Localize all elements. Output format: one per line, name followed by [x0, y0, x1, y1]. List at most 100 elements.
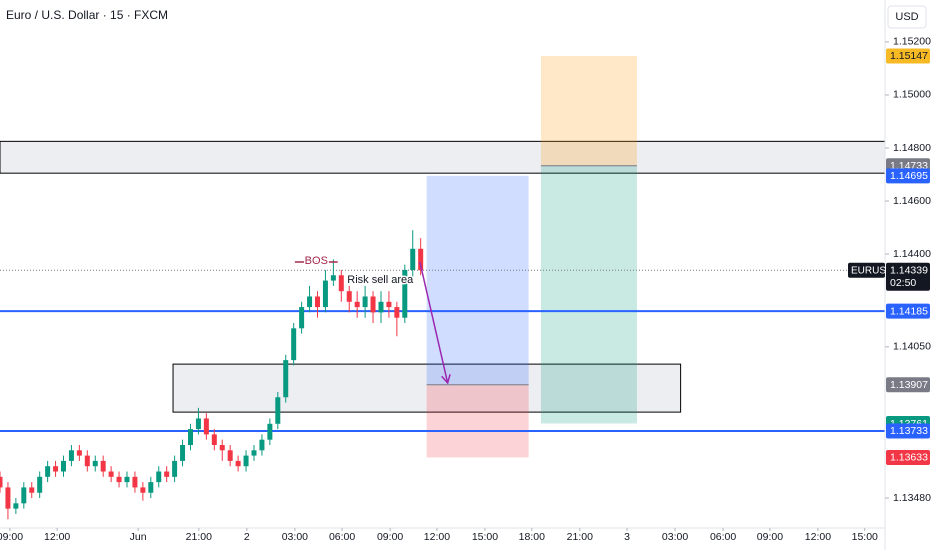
y-tick-label: 1.14600 — [893, 195, 931, 207]
candle-body — [60, 460, 66, 472]
candle-body — [362, 296, 368, 308]
x-tick-label: Jun — [130, 531, 147, 543]
price-label-box — [886, 423, 930, 439]
candle-body — [410, 248, 416, 270]
zone — [172, 363, 682, 413]
candle-body — [5, 487, 11, 509]
candle-body — [299, 307, 305, 329]
candle-body — [195, 418, 201, 430]
candle-body — [172, 460, 178, 477]
y-tick-label: 1.14050 — [893, 341, 931, 353]
candle-body — [0, 476, 3, 488]
x-tick-label: 03:00 — [282, 531, 308, 543]
candle-body — [21, 487, 27, 504]
position-area — [426, 384, 529, 458]
x-tick-label: 12:00 — [44, 531, 70, 543]
candle-body — [402, 269, 408, 318]
candle-body — [243, 455, 249, 467]
price-label: 1.13633 — [890, 452, 928, 464]
candle-body — [100, 460, 106, 472]
price-label-box — [886, 377, 930, 393]
candle-body — [53, 466, 59, 472]
candle-body — [330, 275, 336, 281]
candle-body — [267, 423, 273, 440]
candle-body — [418, 248, 424, 271]
candle-body — [227, 450, 233, 461]
candle-body — [211, 434, 217, 445]
candle-body — [45, 466, 51, 477]
x-tick-label: 09:00 — [0, 531, 23, 543]
symbol-box — [848, 262, 885, 278]
candle-body — [37, 476, 43, 493]
annotation: Risk sell area — [347, 274, 414, 286]
x-tick-label: 15:00 — [472, 531, 498, 543]
candle-body — [76, 450, 82, 456]
x-tick-label: 09:00 — [757, 531, 783, 543]
price-label-box — [886, 303, 930, 319]
y-tick-label: 1.15000 — [893, 89, 931, 101]
y-tick-label: 1.13480 — [893, 492, 931, 504]
candle-body — [235, 460, 241, 467]
x-tick-label: 06:00 — [329, 531, 355, 543]
candle-body — [394, 307, 400, 318]
candle-body — [370, 296, 376, 313]
currency-button[interactable] — [887, 5, 927, 29]
price-label-box — [886, 449, 930, 465]
candle-body — [322, 280, 328, 308]
x-tick-label: 21:00 — [186, 531, 212, 543]
candle-body — [148, 482, 154, 493]
arrow — [419, 261, 449, 384]
candle-body — [29, 487, 35, 493]
price-label-box — [886, 168, 930, 184]
x-tick-label: 06:00 — [710, 531, 736, 543]
candle-body — [314, 296, 320, 308]
candle-body — [307, 296, 313, 308]
candle-body — [338, 275, 344, 292]
candle-body — [386, 301, 392, 308]
candle-body — [283, 360, 289, 398]
candle-body — [203, 418, 209, 435]
last-price-box — [886, 262, 930, 291]
candle-body — [116, 476, 122, 483]
price-label: 1.15147 — [890, 50, 928, 62]
y-tick-label: 1.14400 — [893, 248, 931, 260]
last-price-label: 1.14339 — [890, 265, 928, 277]
bos-label: BOS — [305, 255, 328, 267]
x-tick-label: 12:00 — [805, 531, 831, 543]
candle-body — [92, 460, 98, 467]
candle-body — [84, 455, 90, 467]
candle-body — [219, 444, 225, 451]
price-label-box — [886, 48, 930, 64]
candle-body — [156, 471, 162, 483]
x-tick-label: 15:00 — [852, 531, 878, 543]
candle-body — [140, 487, 146, 493]
candle-body — [378, 301, 384, 313]
candle-body — [259, 439, 265, 451]
price-label: 1.13733 — [890, 425, 928, 437]
x-tick-label: 03:00 — [662, 531, 688, 543]
x-tick-label: 21:00 — [567, 531, 593, 543]
y-tick-label: 1.15200 — [893, 36, 931, 48]
position-area — [540, 165, 637, 424]
candle-body — [354, 301, 360, 308]
x-tick-label: 12:00 — [424, 531, 450, 543]
x-tick-label: 18:00 — [519, 531, 545, 543]
x-tick-label: 2 — [244, 531, 250, 543]
price-label: 1.13907 — [890, 379, 928, 391]
price-label: 1.14185 — [890, 305, 928, 317]
price-label: 1.14695 — [890, 170, 928, 182]
candle-body — [291, 328, 297, 361]
candle-body — [180, 444, 186, 461]
x-tick-label: 09:00 — [377, 531, 403, 543]
candle-body — [108, 471, 114, 477]
currency[interactable]: USD — [895, 11, 918, 23]
candle-body — [275, 397, 281, 424]
plot-area: BOS Risk sell area — [0, 55, 886, 520]
x-tick-label: 3 — [624, 531, 630, 543]
candle-body — [187, 429, 193, 445]
candle-body — [132, 476, 138, 488]
countdown: 02:50 — [890, 277, 916, 289]
candle-body — [251, 450, 257, 456]
candle-body — [164, 471, 170, 477]
